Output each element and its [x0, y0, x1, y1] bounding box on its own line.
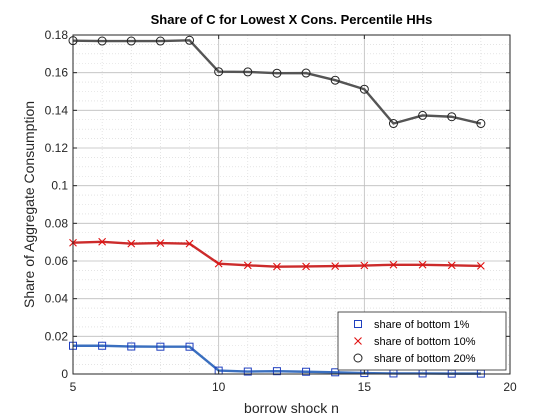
- legend-item: share of bottom 10%: [354, 336, 476, 348]
- y-axis-label: Share of Aggregate Consumption: [21, 101, 37, 308]
- y-tick-label: 0.08: [45, 216, 69, 230]
- data-point: [330, 75, 340, 85]
- legend-label: share of bottom 10%: [374, 336, 476, 348]
- x-tick-label: 10: [212, 380, 226, 394]
- data-point: [476, 119, 486, 129]
- series-line: [72, 39, 482, 125]
- data-point: [359, 84, 369, 94]
- data-point: [98, 341, 107, 350]
- chart-title: Share of C for Lowest X Cons. Percentile…: [151, 12, 433, 27]
- data-point: [389, 260, 398, 269]
- data-point: [243, 367, 252, 376]
- data-point: [272, 367, 281, 376]
- legend-box: [337, 311, 507, 371]
- legend-item: share of bottom 1%: [354, 319, 470, 331]
- y-tick-label: 0.14: [45, 103, 69, 117]
- tick-labels: 5 10 15 20 0 0.02 0.04 0.06 0.08 0.1 0.12 0.14 0.16 0…: [45, 28, 517, 394]
- data-point: [127, 239, 136, 248]
- data-point: [360, 261, 369, 270]
- data-point: [185, 239, 194, 248]
- data-point: [214, 259, 223, 268]
- y-tick-label: 0: [61, 367, 68, 381]
- legend-marker: [354, 320, 362, 328]
- data-point: [302, 367, 311, 376]
- y-tick-label: 0.06: [45, 254, 69, 268]
- axis-ticks: [72, 34, 511, 375]
- data-point: [214, 67, 224, 77]
- data-point: [185, 342, 194, 351]
- legend-item: share of bottom 20%: [353, 353, 476, 365]
- series-2: [69, 237, 485, 271]
- series-3: [68, 35, 486, 129]
- series-line: [73, 344, 481, 375]
- data-point: [272, 68, 282, 78]
- y-tick-label: 0.04: [45, 292, 69, 306]
- data-point: [98, 237, 107, 246]
- legend: share of bottom 1% share of bottom 10% sha…: [337, 311, 507, 371]
- y-tick-label: 0.12: [45, 141, 69, 155]
- x-tick-label: 15: [358, 380, 372, 394]
- data-point: [156, 239, 165, 247]
- data-point: [156, 342, 165, 351]
- series-1: [69, 341, 485, 378]
- data-point: [301, 68, 311, 78]
- data-point: [418, 260, 427, 269]
- data-point: [243, 67, 253, 77]
- y-tick-label: 0.16: [45, 66, 69, 80]
- legend-marker: [354, 337, 362, 345]
- y-tick-label: 0.02: [45, 329, 69, 343]
- x-tick-label: 20: [503, 380, 517, 394]
- data-point: [243, 261, 252, 270]
- data-point: [331, 262, 340, 270]
- data-point: [273, 262, 281, 271]
- data-point: [476, 262, 485, 270]
- series-layer: [68, 35, 486, 378]
- data-point: [388, 119, 398, 129]
- y-tick-label: 0.1: [51, 179, 68, 193]
- data-point: [447, 261, 456, 270]
- data-point: [127, 342, 136, 351]
- data-point: [185, 35, 195, 45]
- y-tick-label: 0.18: [45, 28, 69, 42]
- data-point: [126, 36, 136, 46]
- minor-grid: [73, 35, 510, 374]
- legend-label: share of bottom 20%: [374, 353, 476, 365]
- data-point: [331, 368, 340, 377]
- legend-label: share of bottom 1%: [374, 319, 470, 331]
- data-point: [97, 36, 107, 46]
- data-point: [155, 36, 165, 46]
- plot-frame: [72, 34, 511, 375]
- data-point: [418, 110, 428, 120]
- data-point: [447, 112, 457, 122]
- x-axis-label: borrow shock n: [244, 400, 339, 416]
- legend-marker: [353, 353, 363, 363]
- data-point: [302, 262, 310, 271]
- x-tick-label: 5: [70, 380, 77, 394]
